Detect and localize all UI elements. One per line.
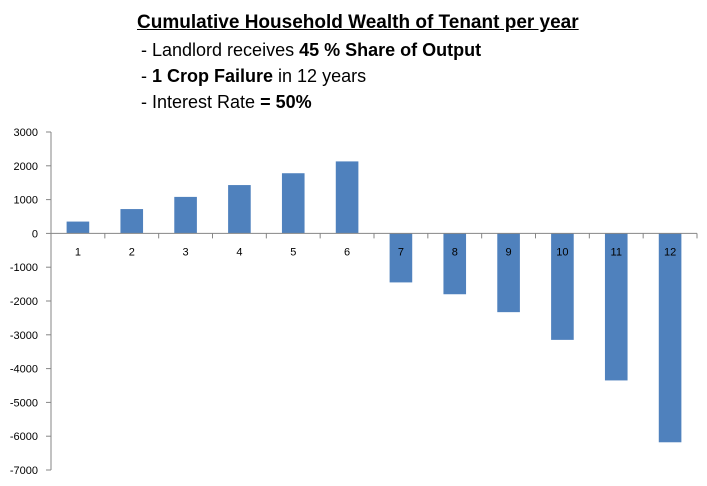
x-tick-label: 7 xyxy=(398,246,404,258)
x-tick-label: 11 xyxy=(611,246,622,258)
subtitle-text: - Interest Rate xyxy=(141,92,261,112)
x-tick-label: 6 xyxy=(344,246,350,258)
bar-1 xyxy=(66,221,90,234)
bar-9 xyxy=(497,233,520,313)
y-tick-label: 1000 xyxy=(14,195,38,207)
bar-8 xyxy=(443,233,467,295)
bars xyxy=(66,161,682,443)
y-tick-label: 0 xyxy=(32,228,38,240)
bar-10 xyxy=(551,233,574,340)
bar-11 xyxy=(604,233,628,381)
x-tick-label: 1 xyxy=(75,246,81,258)
subtitle-text: - Landlord receives xyxy=(141,40,300,60)
x-tick-label: 10 xyxy=(556,246,568,258)
bar-4 xyxy=(228,185,251,234)
chart-header: Cumulative Household Wealth of Tenant pe… xyxy=(0,0,707,120)
y-tick-label: -1000 xyxy=(10,262,38,274)
y-tick-label: -3000 xyxy=(10,330,38,342)
y-tick-label: -4000 xyxy=(10,364,38,376)
x-tick-label: 9 xyxy=(506,246,512,258)
subtitle-line-interest-rate: - Interest Rate = 50% xyxy=(141,92,312,113)
x-tick-label: 3 xyxy=(183,246,189,258)
subtitle-line-landlord-share: - Landlord receives 45 % Share of Output xyxy=(141,40,481,61)
bar-12 xyxy=(658,233,682,443)
bar-chart: 3000 2000 1000 0 -1000 -2000 -3000 -4000 -5000 -6… xyxy=(10,127,698,477)
subtitle-bold-text: 1 Crop Failure xyxy=(152,66,274,86)
y-tick-label: 2000 xyxy=(14,161,38,173)
x-tick-label: 5 xyxy=(290,246,296,258)
chart-title: Cumulative Household Wealth of Tenant pe… xyxy=(137,12,579,33)
y-tick-label: -7000 xyxy=(10,465,38,477)
y-tick-label: -5000 xyxy=(10,397,38,409)
bar-7 xyxy=(389,233,413,283)
bar-5 xyxy=(281,173,305,234)
subtitle-bold-text: 45 % Share of Output xyxy=(299,40,482,60)
bar-6 xyxy=(335,161,359,234)
subtitle-text: - xyxy=(141,66,152,86)
y-tick-label: 3000 xyxy=(14,127,38,139)
bar-3 xyxy=(174,196,197,234)
subtitle-text: in 12 years xyxy=(273,66,367,86)
x-tick-label: 12 xyxy=(664,246,676,258)
x-tick-label: 4 xyxy=(236,246,242,258)
y-tick-label: -6000 xyxy=(10,431,38,443)
x-axis: 1 2 3 4 5 6 7 8 9 10 11 12 xyxy=(51,232,698,258)
x-tick-label: 2 xyxy=(129,246,135,258)
subtitle-bold-text: = 50% xyxy=(260,92,312,112)
y-tick-label: -2000 xyxy=(10,296,38,308)
subtitle-line-crop-failure: - 1 Crop Failure in 12 years xyxy=(141,66,366,87)
bar-2 xyxy=(120,209,144,234)
x-tick-label: 8 xyxy=(452,246,458,258)
y-axis: 3000 2000 1000 0 -1000 -2000 -3000 -4000 -5000 -6… xyxy=(10,127,52,477)
